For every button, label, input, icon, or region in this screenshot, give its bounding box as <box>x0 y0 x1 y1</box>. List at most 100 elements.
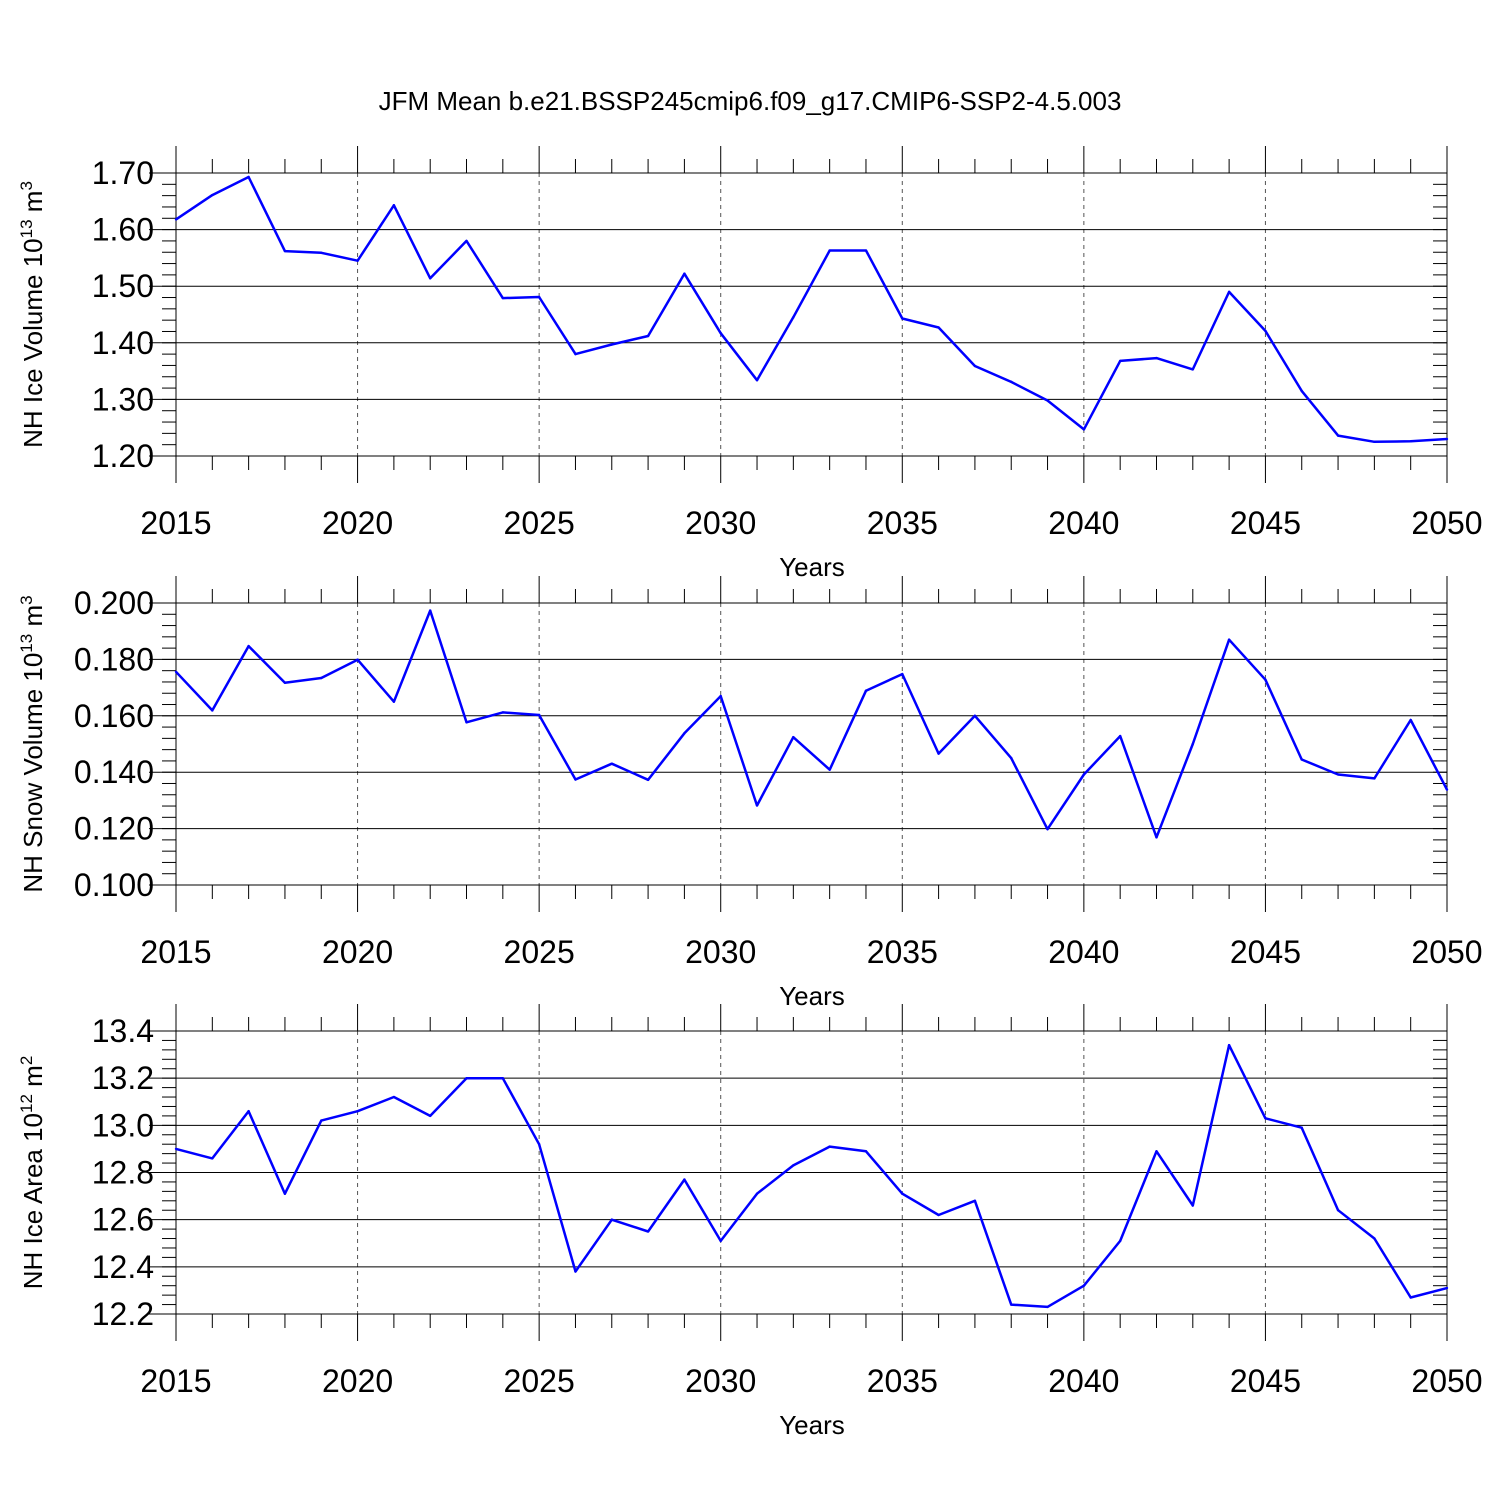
data-point <box>1082 1284 1086 1287</box>
data-point <box>1373 1237 1376 1240</box>
data-point <box>1082 428 1086 431</box>
data-point <box>1010 380 1013 384</box>
data-point <box>1191 1204 1195 1207</box>
data-point <box>973 1199 977 1203</box>
data-point <box>501 711 505 714</box>
data-point <box>320 251 323 255</box>
panel-1: 1.20 1.30 1.40 1.50 1.60 1.70 2015 2020 2025 2030… <box>17 146 1483 582</box>
data-point <box>465 721 468 724</box>
data-point <box>683 1178 686 1181</box>
x-tick-label: 2050 <box>1411 1363 1482 1399</box>
data-point <box>646 778 650 782</box>
y-tick-label: 0.100 <box>74 867 154 903</box>
data-point <box>283 249 287 253</box>
y-tick-label: 13.0 <box>92 1107 154 1143</box>
data-point <box>1046 827 1049 831</box>
x-tick-label: 2015 <box>140 505 211 541</box>
data-point <box>320 1119 323 1122</box>
data-point <box>211 1157 214 1160</box>
data-point <box>1300 758 1303 761</box>
data-point <box>1155 356 1158 360</box>
x-tick-label: 2040 <box>1048 505 1119 541</box>
y-tick-label: 0.200 <box>74 585 154 621</box>
x-tick-label: 2025 <box>504 934 575 970</box>
data-point <box>610 343 613 346</box>
data-point <box>610 762 613 765</box>
data-point <box>1046 399 1049 402</box>
data-point <box>755 1192 759 1195</box>
plot-frame <box>175 172 1448 457</box>
data-point <box>356 259 359 262</box>
data-point <box>1082 773 1086 776</box>
data-point <box>1373 440 1376 444</box>
data-point <box>574 352 577 356</box>
data-point <box>1445 1286 1449 1290</box>
data-point <box>211 709 214 712</box>
x-tick-label: 2030 <box>685 934 756 970</box>
data-point <box>1118 359 1122 363</box>
data-point <box>1227 290 1231 294</box>
data-point <box>1227 1043 1231 1047</box>
data-point <box>1046 1305 1049 1309</box>
x-tick-label: 2040 <box>1048 1363 1119 1399</box>
data-point <box>392 700 396 703</box>
data-point <box>792 736 795 739</box>
y-tick-label: 0.140 <box>74 754 154 790</box>
data-point <box>1155 836 1158 839</box>
data-point <box>755 378 759 382</box>
data-point <box>719 331 722 335</box>
data-point <box>247 175 250 179</box>
data-point <box>501 1076 505 1080</box>
x-tick-label: 2025 <box>504 1363 575 1399</box>
data-point <box>429 609 432 612</box>
data-point <box>1264 678 1267 681</box>
data-point <box>429 277 432 280</box>
y-tick-label: 13.2 <box>92 1060 154 1096</box>
plot-frame <box>175 602 1448 886</box>
y-tick-label: 1.50 <box>92 268 154 304</box>
data-point <box>937 752 940 755</box>
data-point <box>537 713 541 717</box>
data-point <box>1264 1117 1267 1120</box>
data-point <box>1409 718 1412 722</box>
panel-3: 12.2 12.4 12.6 12.8 13.0 13.2 13.4 2015 2020 2025… <box>17 1004 1483 1440</box>
y-tick-label: 1.30 <box>92 381 154 417</box>
x-axis-label: Years <box>779 981 845 1011</box>
data-point <box>247 1109 250 1113</box>
x-tick-label: 2020 <box>322 934 393 970</box>
x-tick-label: 2015 <box>140 934 211 970</box>
data-point <box>1264 329 1267 333</box>
series-line <box>175 609 1449 839</box>
data-point <box>1300 389 1303 393</box>
data-point <box>1118 734 1122 738</box>
data-point <box>501 296 505 300</box>
y-axis-label: NH Snow Volume 1013 m3 <box>17 595 48 892</box>
data-point <box>828 249 831 252</box>
data-point <box>901 317 904 320</box>
data-point <box>1118 1239 1122 1243</box>
data-point <box>828 768 831 771</box>
x-tick-label: 2045 <box>1230 505 1301 541</box>
data-point <box>1155 1150 1158 1153</box>
panel-2: 0.100 0.120 0.140 0.160 0.180 0.200 2015 2020 20… <box>17 576 1483 1011</box>
data-point <box>683 732 686 735</box>
data-point <box>465 1076 468 1080</box>
x-tick-label: 2020 <box>322 505 393 541</box>
y-tick-label: 1.40 <box>92 325 154 361</box>
data-point <box>320 676 323 680</box>
y-tick-label: 1.70 <box>92 155 154 191</box>
x-tick-label: 2050 <box>1411 934 1482 970</box>
data-point <box>283 681 287 685</box>
data-point <box>828 1145 831 1148</box>
plot-frame <box>175 1030 1448 1315</box>
data-point <box>356 658 359 661</box>
y-tick-label: 0.120 <box>74 811 154 847</box>
data-point <box>864 689 868 692</box>
x-tick-label: 2050 <box>1411 505 1482 541</box>
x-tick-label: 2045 <box>1230 934 1301 970</box>
data-point <box>792 316 795 319</box>
x-tick-label: 2020 <box>322 1363 393 1399</box>
y-tick-label: 13.4 <box>92 1013 154 1049</box>
x-tick-label: 2035 <box>867 505 938 541</box>
